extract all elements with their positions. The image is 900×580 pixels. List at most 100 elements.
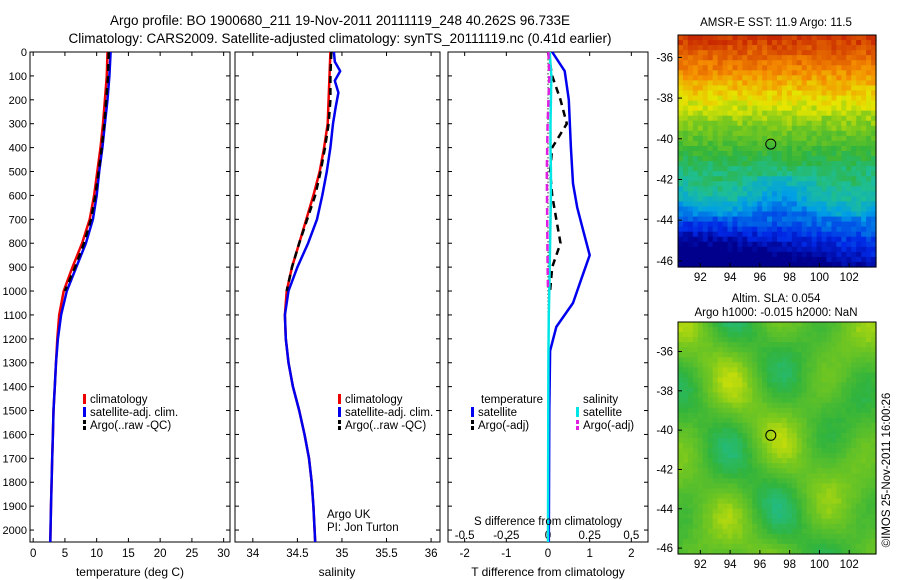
heatmap-cell — [687, 181, 694, 187]
heatmap-cell — [861, 206, 867, 213]
heatmap-cell — [702, 453, 709, 459]
heatmap-cell — [781, 548, 788, 555]
heatmap-cell — [747, 201, 753, 208]
heatmap-cell — [722, 347, 729, 353]
heatmap-cell — [866, 372, 872, 379]
heatmap-cell — [772, 125, 778, 132]
heatmap-cell — [821, 246, 828, 253]
heatmap-cell — [707, 372, 714, 379]
heatmap-cell — [821, 181, 828, 187]
heatmap-cell — [831, 130, 837, 137]
heatmap-cell — [866, 206, 872, 213]
heatmap-cell — [682, 95, 689, 102]
heatmap-cell — [791, 120, 798, 127]
heatmap-cell — [816, 498, 823, 505]
heatmap-cell — [687, 483, 694, 490]
heatmap-cell — [707, 100, 714, 107]
heatmap-cell — [816, 135, 823, 142]
heatmap-cell — [687, 211, 694, 218]
heatmap-cell — [722, 407, 729, 414]
heatmap-cell — [692, 161, 699, 167]
heatmap-cell — [836, 246, 842, 253]
heatmap-cell — [841, 422, 847, 429]
heatmap-cell — [747, 453, 753, 459]
heatmap-cell — [791, 241, 798, 248]
heatmap-cell — [851, 327, 857, 333]
heatmap-cell — [752, 65, 758, 71]
heatmap-cell — [831, 362, 837, 368]
heatmap-cell — [836, 362, 842, 368]
heatmap-cell — [687, 226, 694, 233]
heatmap-cell — [742, 45, 748, 51]
heatmap-cell — [811, 397, 818, 404]
heatmap-cell — [742, 176, 748, 182]
heatmap-cell — [697, 473, 704, 479]
heatmap-cell — [687, 45, 694, 51]
heatmap-cell — [841, 392, 847, 399]
heatmap-cell — [786, 488, 793, 495]
heatmap-cell — [861, 508, 867, 515]
heatmap-cell — [801, 80, 808, 87]
heatmap-cell — [811, 55, 818, 61]
heatmap-cell — [747, 412, 753, 419]
heatmap-cell — [712, 443, 719, 449]
heatmap-cell — [707, 347, 714, 353]
heatmap-cell — [722, 186, 729, 192]
x-tick-label: 35.5 — [375, 548, 397, 560]
heatmap-cell — [836, 498, 842, 505]
heatmap-cell — [772, 427, 778, 434]
heatmap-cell — [786, 538, 793, 545]
heatmap-cell — [851, 357, 857, 363]
heatmap-cell — [732, 322, 738, 328]
heatmap-cell — [861, 211, 867, 218]
heatmap-cell — [727, 135, 734, 142]
heatmap-cell — [777, 75, 783, 81]
heatmap-cell — [841, 120, 847, 127]
heatmap-cell — [841, 427, 847, 434]
heatmap-cell — [737, 322, 743, 328]
heatmap-cell — [781, 538, 788, 545]
heatmap-cell — [841, 55, 847, 61]
heatmap-cell — [777, 382, 783, 389]
heatmap-cell — [722, 377, 729, 384]
heatmap-cell — [772, 75, 778, 81]
heatmap-cell — [702, 387, 709, 394]
heatmap-cell — [786, 412, 793, 419]
heatmap-cell — [707, 448, 714, 454]
heatmap-cell — [871, 322, 877, 328]
heatmap-cell — [752, 100, 758, 107]
heatmap-cell — [757, 327, 763, 333]
heatmap-cell — [846, 201, 852, 208]
heatmap-cell — [851, 402, 857, 409]
heatmap-cell — [737, 473, 743, 479]
heatmap-cell — [836, 100, 842, 107]
heatmap-cell — [826, 251, 833, 258]
heatmap-cell — [791, 206, 798, 213]
heatmap-cell — [811, 342, 818, 348]
heatmap-cell — [737, 145, 743, 152]
heatmap-cell — [871, 513, 877, 520]
heatmap-cell — [692, 105, 699, 112]
heatmap-cell — [791, 151, 798, 157]
heatmap-cell — [856, 90, 862, 97]
heatmap-cell — [851, 191, 857, 197]
heatmap-cell — [866, 533, 872, 540]
heatmap-cell — [786, 473, 793, 479]
heatmap-cell — [826, 120, 833, 127]
heatmap-cell — [871, 453, 877, 459]
heatmap-cell — [687, 130, 694, 137]
heatmap-cell — [816, 372, 823, 379]
heatmap-cell — [856, 246, 862, 253]
heatmap-cell — [697, 412, 704, 419]
heatmap-cell — [687, 432, 694, 439]
heatmap-cell — [757, 347, 763, 353]
heatmap-cell — [678, 130, 684, 137]
heatmap-cell — [747, 216, 753, 223]
heatmap-cell — [687, 372, 694, 379]
heatmap-cell — [737, 392, 743, 399]
heatmap-cell — [687, 473, 694, 479]
heatmap-cell — [866, 347, 872, 353]
heatmap-cell — [747, 45, 753, 51]
heatmap-cell — [871, 397, 877, 404]
